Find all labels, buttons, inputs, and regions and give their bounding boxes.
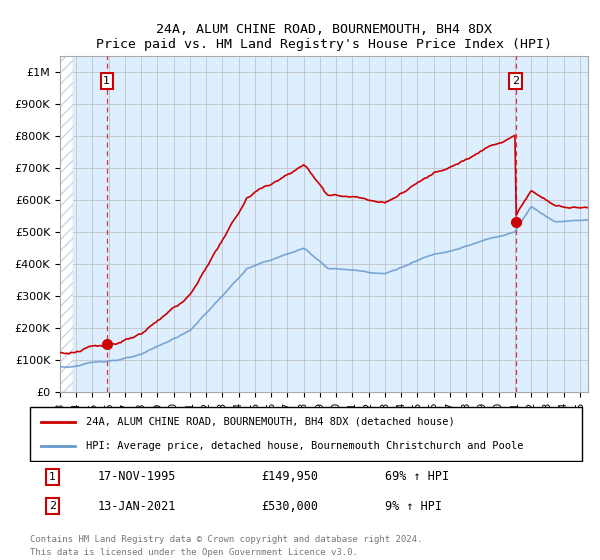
- Text: Contains HM Land Registry data © Crown copyright and database right 2024.: Contains HM Land Registry data © Crown c…: [30, 535, 422, 544]
- Text: 9% ↑ HPI: 9% ↑ HPI: [385, 500, 442, 512]
- Text: £530,000: £530,000: [261, 500, 318, 512]
- Text: 17-NOV-1995: 17-NOV-1995: [97, 470, 176, 483]
- Text: 2: 2: [49, 501, 56, 511]
- Text: £149,950: £149,950: [261, 470, 318, 483]
- Bar: [60, 56, 73, 392]
- Text: 69% ↑ HPI: 69% ↑ HPI: [385, 470, 449, 483]
- Text: 2: 2: [512, 76, 519, 86]
- FancyBboxPatch shape: [29, 407, 583, 461]
- Text: 1: 1: [103, 76, 110, 86]
- Text: 13-JAN-2021: 13-JAN-2021: [97, 500, 176, 512]
- Text: 24A, ALUM CHINE ROAD, BOURNEMOUTH, BH4 8DX (detached house): 24A, ALUM CHINE ROAD, BOURNEMOUTH, BH4 8…: [86, 417, 455, 427]
- Text: HPI: Average price, detached house, Bournemouth Christchurch and Poole: HPI: Average price, detached house, Bour…: [86, 441, 524, 451]
- Text: This data is licensed under the Open Government Licence v3.0.: This data is licensed under the Open Gov…: [30, 548, 358, 557]
- Title: 24A, ALUM CHINE ROAD, BOURNEMOUTH, BH4 8DX
Price paid vs. HM Land Registry's Hou: 24A, ALUM CHINE ROAD, BOURNEMOUTH, BH4 8…: [96, 22, 552, 50]
- Text: 1: 1: [49, 472, 56, 482]
